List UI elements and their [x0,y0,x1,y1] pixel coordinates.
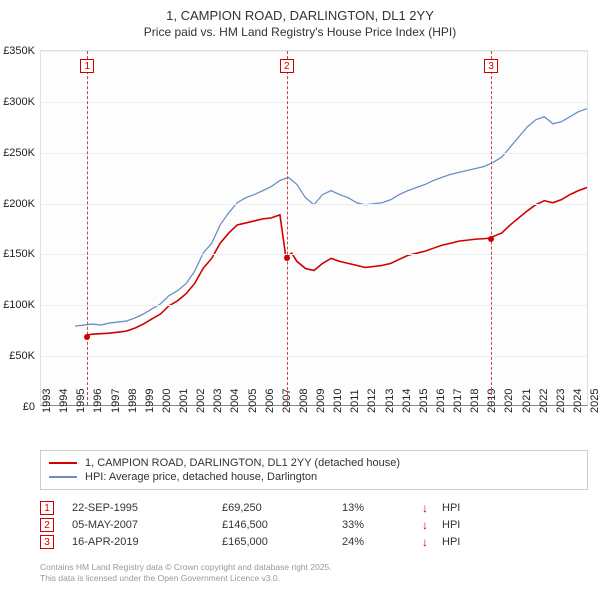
x-axis-label: 2020 [503,389,515,413]
y-gridline [41,153,587,154]
sales-row-marker: 2 [40,518,54,532]
legend-label: HPI: Average price, detached house, Darl… [85,471,317,483]
marker-box: 3 [484,59,498,73]
sales-row-suffix: HPI [442,519,482,531]
title-block: 1, CAMPION ROAD, DARLINGTON, DL1 2YY Pri… [0,0,600,43]
x-axis-label: 2005 [247,389,259,413]
x-axis-label: 2013 [384,389,396,413]
y-gridline [41,356,587,357]
sale-point [488,236,494,242]
sales-row-suffix: HPI [442,536,482,548]
x-axis-label: 2015 [418,389,430,413]
x-axis-label: 2000 [161,389,173,413]
sales-row-marker: 1 [40,501,54,515]
x-axis-label: 2006 [264,389,276,413]
y-axis-label: £250K [3,147,35,159]
x-axis-label: 2012 [366,389,378,413]
title-line2: Price paid vs. HM Land Registry's House … [0,25,600,39]
chart-lines-svg [41,51,587,405]
legend-swatch [49,476,77,478]
x-axis-label: 2011 [349,389,361,413]
sales-row: 2 05-MAY-2007£146,50033%↓HPI [40,518,588,532]
marker-box: 1 [80,59,94,73]
marker-line [287,51,288,405]
x-axis-label: 2009 [315,389,327,413]
sales-row: 1 22-SEP-1995£69,25013%↓HPI [40,501,588,515]
x-axis-label: 1999 [144,389,156,413]
footer: Contains HM Land Registry data © Crown c… [40,562,588,584]
sale-point [284,255,290,261]
sales-row-date: 16-APR-2019 [72,536,222,548]
marker-line [87,51,88,405]
chart-container: 1, CAMPION ROAD, DARLINGTON, DL1 2YY Pri… [0,0,600,590]
x-axis-label: 1996 [92,389,104,413]
down-arrow-icon: ↓ [422,518,442,532]
x-axis-label: 1993 [41,389,53,413]
y-gridline [41,204,587,205]
x-axis-label: 2003 [212,389,224,413]
sales-row-marker: 3 [40,535,54,549]
series-line-price_paid [87,188,587,335]
sales-row-date: 05-MAY-2007 [72,519,222,531]
sales-row-pct: 13% [342,502,422,514]
x-axis-label: 2019 [486,389,498,413]
x-axis-label: 1997 [110,389,122,413]
sales-table: 122-SEP-1995£69,25013%↓HPI205-MAY-2007£1… [40,498,588,552]
y-gridline [41,254,587,255]
sales-row-pct: 33% [342,519,422,531]
x-axis-label: 2014 [401,389,413,413]
legend-swatch [49,462,77,464]
x-axis-label: 2018 [469,389,481,413]
x-axis-label: 2021 [521,389,533,413]
x-axis-label: 2022 [538,389,550,413]
y-gridline [41,102,587,103]
legend-row: HPI: Average price, detached house, Darl… [49,471,579,483]
x-axis-label: 2025 [589,389,600,413]
series-line-hpi [75,109,587,326]
sales-row-price: £146,500 [222,519,342,531]
legend-row: 1, CAMPION ROAD, DARLINGTON, DL1 2YY (de… [49,457,579,469]
sales-row-price: £69,250 [222,502,342,514]
x-axis-label: 2024 [572,389,584,413]
x-axis-label: 2023 [555,389,567,413]
y-axis-label: £200K [3,198,35,210]
x-axis-label: 2016 [435,389,447,413]
y-axis-label: £300K [3,96,35,108]
x-axis-label: 2001 [178,389,190,413]
y-axis-label: £350K [3,45,35,57]
x-axis-label: 1995 [75,389,87,413]
title-line1: 1, CAMPION ROAD, DARLINGTON, DL1 2YY [0,8,600,23]
x-axis-label: 2010 [332,389,344,413]
down-arrow-icon: ↓ [422,535,442,549]
marker-line [491,51,492,405]
y-gridline [41,305,587,306]
y-axis-label: £50K [9,350,35,362]
x-axis-label: 2008 [298,389,310,413]
footer-line1: Contains HM Land Registry data © Crown c… [40,562,588,573]
legend-label: 1, CAMPION ROAD, DARLINGTON, DL1 2YY (de… [85,457,400,469]
sales-row: 3 16-APR-2019£165,00024%↓HPI [40,535,588,549]
x-axis-label: 2017 [452,389,464,413]
legend: 1, CAMPION ROAD, DARLINGTON, DL1 2YY (de… [40,450,588,490]
sales-row-suffix: HPI [442,502,482,514]
chart-plot-area: £0£50K£100K£150K£200K£250K£300K£350K1993… [40,50,588,406]
x-axis-label: 2004 [229,389,241,413]
marker-box: 2 [280,59,294,73]
sales-row-date: 22-SEP-1995 [72,502,222,514]
y-axis-label: £150K [3,248,35,260]
y-axis-label: £100K [3,299,35,311]
sales-row-price: £165,000 [222,536,342,548]
sale-point [84,334,90,340]
y-gridline [41,51,587,52]
x-axis-label: 1994 [58,389,70,413]
down-arrow-icon: ↓ [422,501,442,515]
x-axis-label: 2002 [195,389,207,413]
y-axis-label: £0 [23,401,35,413]
x-axis-label: 1998 [127,389,139,413]
footer-line2: This data is licensed under the Open Gov… [40,573,588,584]
sales-row-pct: 24% [342,536,422,548]
